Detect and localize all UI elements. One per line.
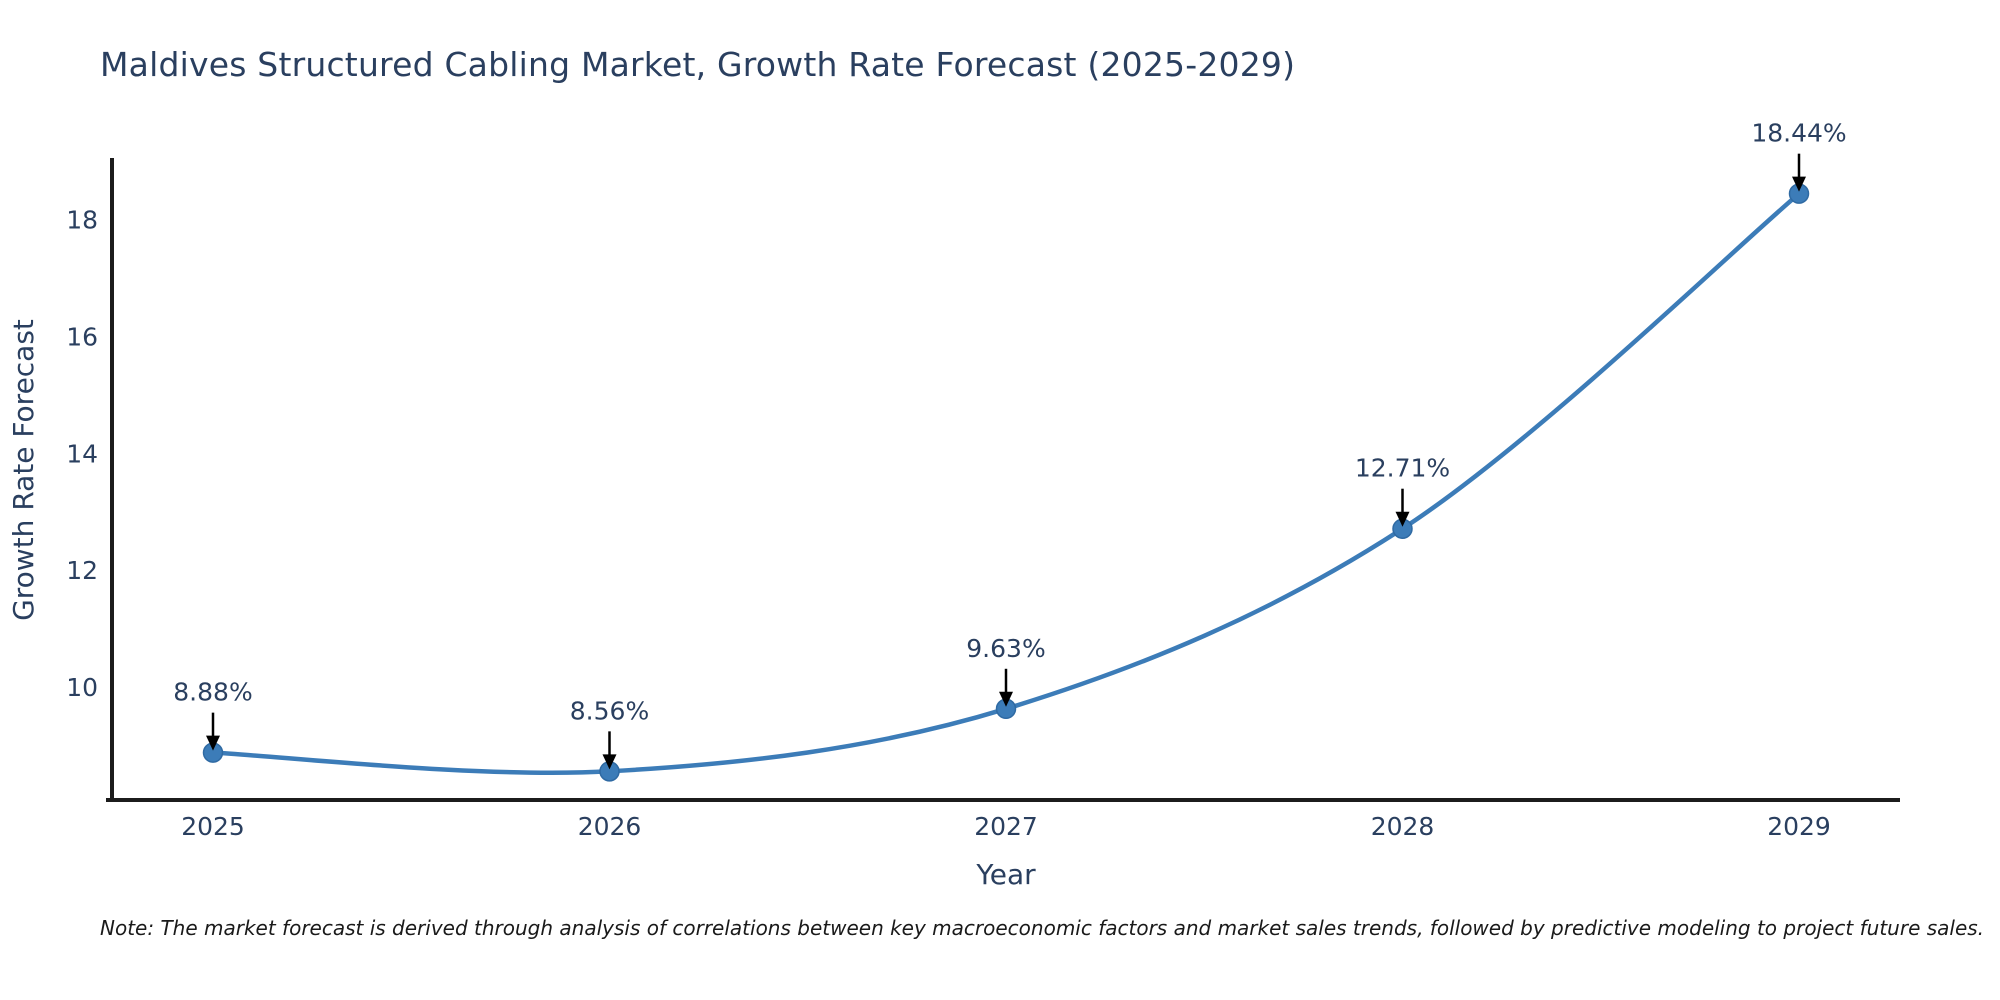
point-label-2028: 12.71% <box>1355 454 1450 483</box>
x-tick-label-2027: 2027 <box>974 812 1038 841</box>
annotation-arrowhead <box>1395 511 1410 527</box>
point-label-2029: 18.44% <box>1751 119 1846 148</box>
y-tick-label-14: 14 <box>66 439 98 468</box>
point-label-2027: 9.63% <box>966 634 1045 663</box>
annotation-arrowhead <box>999 691 1013 707</box>
x-axis-title: Year <box>976 858 1036 891</box>
y-tick-label-12: 12 <box>66 556 98 585</box>
annotation-arrowhead <box>602 754 617 770</box>
annotation-arrowhead <box>1792 176 1806 192</box>
footnote: Note: The market forecast is derived thr… <box>100 916 1985 940</box>
y-tick-label-18: 18 <box>66 205 98 234</box>
x-tick-label-2029: 2029 <box>1767 812 1831 841</box>
y-tick-label-10: 10 <box>66 673 98 702</box>
point-label-2026: 8.56% <box>570 696 649 725</box>
x-tick-label-2025: 2025 <box>181 812 245 841</box>
x-tick-label-2028: 2028 <box>1371 812 1435 841</box>
annotation-arrowhead <box>206 735 220 751</box>
y-tick-label-16: 16 <box>66 322 98 351</box>
chart-title: Maldives Structured Cabling Market, Grow… <box>100 45 1296 84</box>
point-label-2025: 8.88% <box>173 678 252 707</box>
x-tick-label-2026: 2026 <box>578 812 642 841</box>
